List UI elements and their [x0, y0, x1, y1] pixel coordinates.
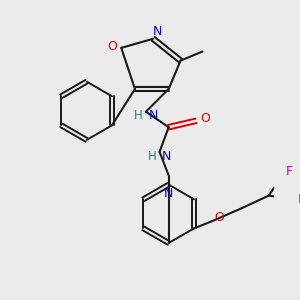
Text: O: O	[107, 40, 117, 52]
Text: O: O	[200, 112, 210, 124]
Text: N: N	[162, 150, 172, 163]
Text: N: N	[148, 109, 158, 122]
Text: F: F	[298, 193, 300, 206]
Text: F: F	[286, 165, 293, 178]
Text: H: H	[148, 150, 157, 163]
Text: H: H	[134, 109, 143, 122]
Text: N: N	[153, 25, 162, 38]
Text: O: O	[214, 211, 224, 224]
Text: N: N	[164, 187, 173, 200]
